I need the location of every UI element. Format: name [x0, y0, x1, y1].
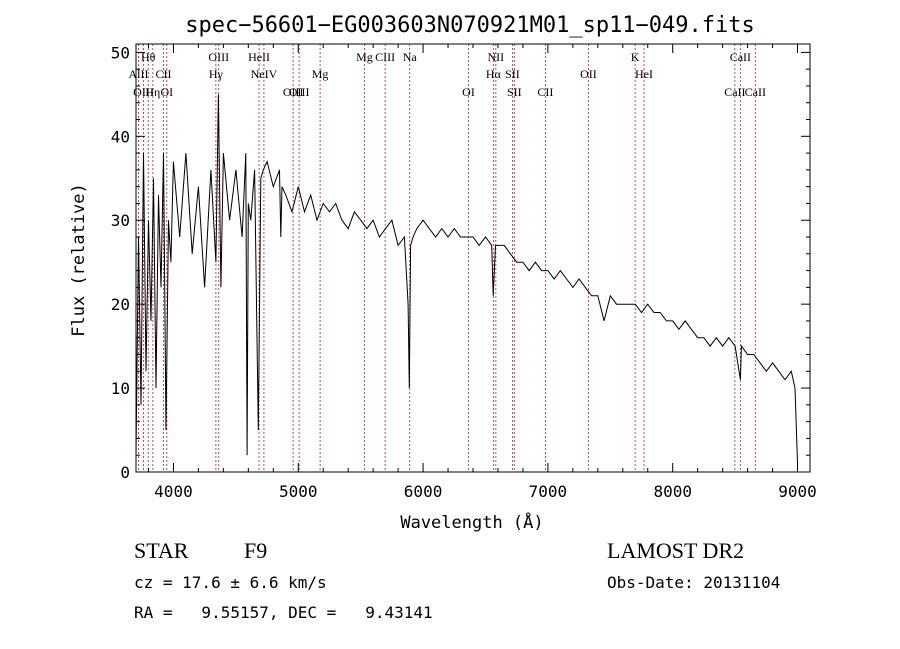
- spectrum-line: [135, 94, 798, 464]
- emission-line-label: CIII: [375, 50, 395, 64]
- emission-line-label: CII: [537, 85, 553, 99]
- emission-line-label: OIII: [289, 85, 310, 99]
- emission-line-label: OIII: [283, 85, 304, 99]
- emission-line-label: OI: [462, 85, 475, 99]
- emission-line-label: Na: [403, 50, 418, 64]
- survey-name: LAMOST DR2: [607, 538, 745, 563]
- emission-line-label: CaII: [730, 50, 751, 64]
- y-tick-label: 40: [111, 127, 130, 146]
- x-tick-label: 5000: [279, 482, 318, 501]
- emission-line-label: OIII: [208, 50, 229, 64]
- y-axis-label: Flux (relative): [69, 183, 89, 337]
- x-tick-label: 9000: [778, 482, 817, 501]
- x-tick-label: 7000: [529, 482, 568, 501]
- emission-line-label: Hη: [145, 85, 160, 99]
- emission-line-label: Mg: [312, 67, 329, 81]
- sky-coordinates: RA = 9.55157, DEC = 9.43141: [134, 603, 433, 622]
- x-tick-label: 4000: [154, 482, 193, 501]
- y-tick-label: 20: [111, 295, 130, 314]
- emission-line-label: NeIV: [251, 67, 278, 81]
- emission-line-label: AlII: [128, 67, 148, 81]
- emission-line-label: Mg: [356, 50, 373, 64]
- y-tick-label: 50: [111, 43, 130, 62]
- observation-date: Obs-Date: 20131104: [607, 573, 781, 592]
- emission-line-label: OIII: [133, 85, 154, 99]
- emission-line-label: SII: [507, 85, 522, 99]
- emission-line-label: HeII: [248, 50, 270, 64]
- chart-title: spec−56601−EG003603N070921M01_sp11−049.f…: [185, 13, 755, 38]
- spectral-subclass: F9: [244, 538, 268, 563]
- emission-line-label: CaII: [745, 85, 766, 99]
- y-tick-label: 30: [111, 211, 130, 230]
- emission-line-label: K: [631, 50, 640, 64]
- redshift-value: cz = 17.6 ± 6.6 km/s: [134, 573, 327, 592]
- x-tick-label: 6000: [404, 482, 443, 501]
- emission-line-label: CII: [155, 67, 171, 81]
- emission-line-label: OII: [580, 67, 597, 81]
- plot-frame: [135, 43, 811, 473]
- emission-line-label: Hθ: [141, 50, 156, 64]
- x-axis-label: Wavelength (Å): [400, 511, 543, 533]
- emission-line-label: HeI: [635, 67, 653, 81]
- y-tick-label: 10: [111, 379, 130, 398]
- x-tick-label: 8000: [653, 482, 692, 501]
- emission-line-label: Hα: [486, 67, 502, 81]
- y-axis: 0 10 20 30 40 50: [111, 43, 810, 482]
- emission-line-label: OI: [160, 85, 173, 99]
- y-tick-label: 0: [120, 463, 130, 482]
- emission-lines: [138, 44, 756, 472]
- emission-line-label: SII: [505, 67, 520, 81]
- object-type: STAR: [134, 538, 189, 563]
- emission-line-label: CaII: [724, 85, 745, 99]
- emission-line-label: NII: [488, 50, 505, 64]
- emission-line-label: Hγ: [209, 67, 224, 81]
- x-axis: 4000 5000 6000 7000 8000 9000: [147, 44, 817, 501]
